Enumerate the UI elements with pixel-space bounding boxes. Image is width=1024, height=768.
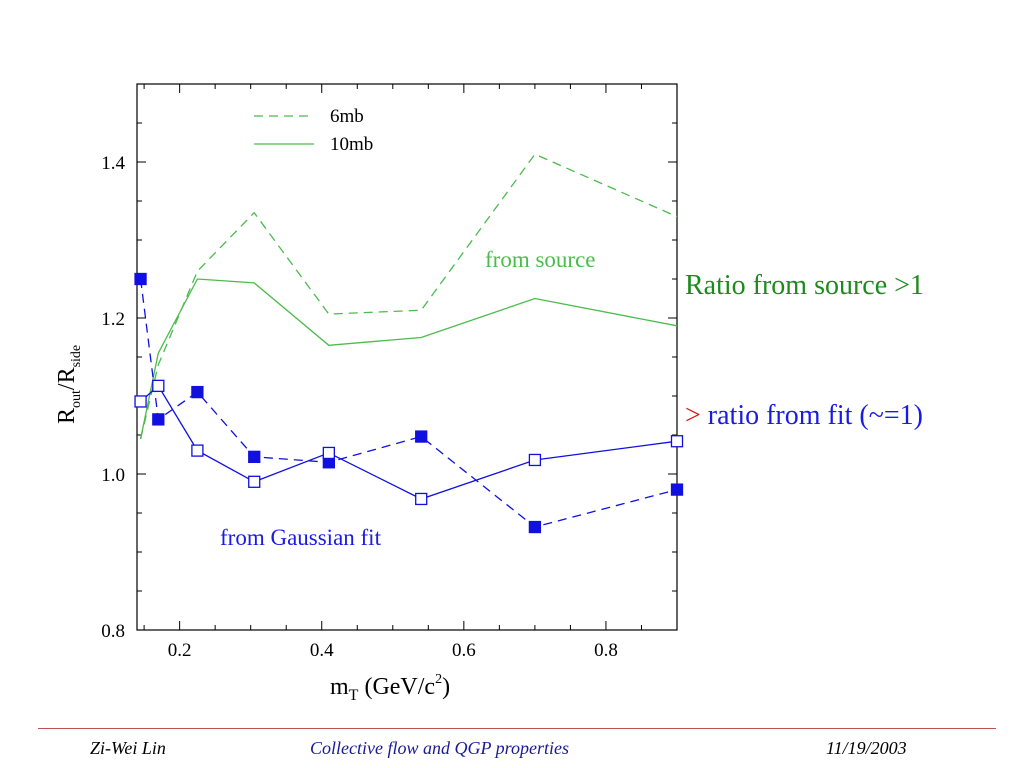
point-fit-10mb-0 [134,395,147,408]
point-fit-6mb-2 [191,385,204,399]
point-fit-6mb-7 [670,483,684,496]
legend: 6mb 10mb [254,106,373,155]
y-tick-label-2: 1.2 [101,309,125,330]
x-axis-label-sup: 2 [435,672,442,687]
point-fit-6mb-0 [134,272,147,286]
x-tick-label-1: 0.4 [310,640,334,661]
y-tick-label-1: 1.0 [101,465,125,486]
annotation-fit: from Gaussian fit [220,525,382,550]
x-tick-label-3: 0.8 [594,640,618,661]
point-fit-6mb-3 [248,450,261,463]
fit-note-mark: > [685,400,701,431]
series-layer [139,153,678,528]
chart: 0.2 0.4 0.6 0.8 0.8 1.0 1.2 1.4 6mb 10mb from s… [54,83,684,704]
x-axis-label-unit: (GeV/c [358,674,435,700]
point-fit-10mb-6 [528,453,542,467]
y-axis-label-sub-side: side [69,345,84,368]
point-fit-10mb-5 [415,492,428,506]
y-tick-label-0: 0.8 [101,621,125,642]
y-axis-label: Rout/Rside [54,345,84,424]
plot-frame [136,83,678,631]
x-axis-label-sub: T [349,687,359,704]
x-tick-label-2: 0.6 [452,640,476,661]
y-axis-label-r: R [54,408,80,424]
annotation-source: from source [485,247,596,272]
point-fit-10mb-4 [322,446,335,460]
x-tick-label-0: 0.2 [168,640,192,661]
axis-ticks: 0.2 0.4 0.6 0.8 0.8 1.0 1.2 1.4 [101,84,677,661]
y-tick-label-3: 1.4 [101,153,125,174]
fit-note: > ratio from fit (~=1) [685,400,923,432]
series-line-fit-6mb [139,278,678,528]
footer-divider [38,728,996,729]
point-fit-10mb-1 [152,379,165,393]
series-line-fit-10mb [140,384,678,500]
x-axis-label: mT (GeV/c2) [330,672,450,704]
x-axis-label-close: ) [442,674,450,700]
markers-layer [134,272,684,534]
point-fit-6mb-1 [152,413,165,426]
point-fit-10mb-2 [191,444,204,457]
series-line-source-6mb [139,153,678,440]
y-axis-label-sub-out: out [69,390,84,408]
footer-author: Zi-Wei Lin [90,738,166,758]
x-axis-label-main: m [330,674,349,700]
fit-note-text: ratio from fit (~=1) [700,400,924,431]
point-fit-6mb-5 [415,430,428,443]
legend-label-6mb: 6mb [330,106,364,127]
series-line-source-10mb [139,278,678,440]
point-fit-10mb-7 [670,435,684,448]
point-fit-10mb-3 [248,475,261,488]
legend-label-10mb: 10mb [330,134,373,155]
footer-date: 11/19/2003 [826,738,907,758]
source-note: Ratio from source >1 [685,270,924,301]
y-axis-label-slash: /R [54,367,80,390]
point-fit-6mb-6 [528,520,542,534]
svg-text:Rout/Rside: Rout/Rside [54,345,84,424]
footer-title: Collective flow and QGP properties [310,738,569,758]
